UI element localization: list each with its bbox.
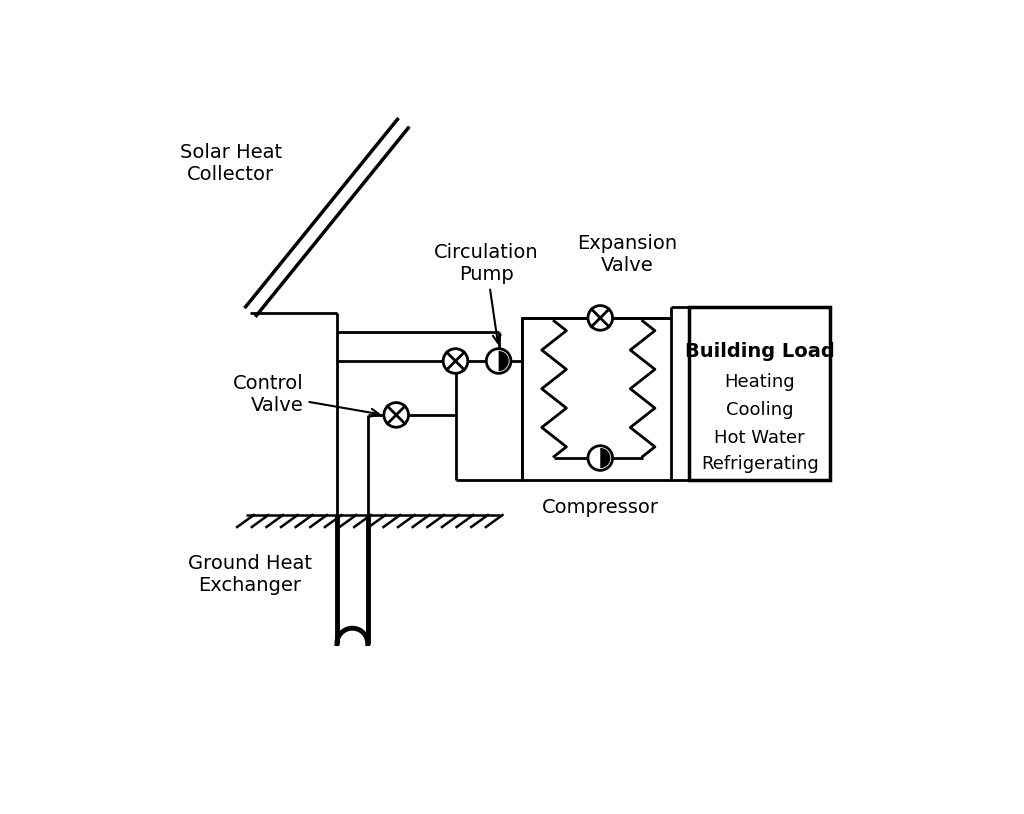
Text: Ground Heat
Exchanger: Ground Heat Exchanger <box>188 554 312 595</box>
Polygon shape <box>499 351 509 371</box>
Bar <box>689 307 829 479</box>
Text: Compressor: Compressor <box>542 498 658 517</box>
Text: Expansion
Valve: Expansion Valve <box>578 234 677 275</box>
Circle shape <box>443 348 468 374</box>
Text: Hot Water: Hot Water <box>715 429 805 447</box>
Circle shape <box>384 403 409 427</box>
Text: Refrigerating: Refrigerating <box>700 455 818 473</box>
Text: Solar Heat
Collector: Solar Heat Collector <box>179 143 282 185</box>
Text: Heating: Heating <box>724 373 795 391</box>
Circle shape <box>588 446 612 470</box>
Circle shape <box>588 305 612 330</box>
Polygon shape <box>600 448 610 468</box>
Bar <box>521 318 671 479</box>
Circle shape <box>486 348 511 374</box>
Text: Building Load: Building Load <box>685 342 835 361</box>
Text: Control
Valve: Control Valve <box>233 374 379 417</box>
Text: Cooling: Cooling <box>726 401 794 419</box>
Text: Circulation
Pump: Circulation Pump <box>434 243 539 343</box>
